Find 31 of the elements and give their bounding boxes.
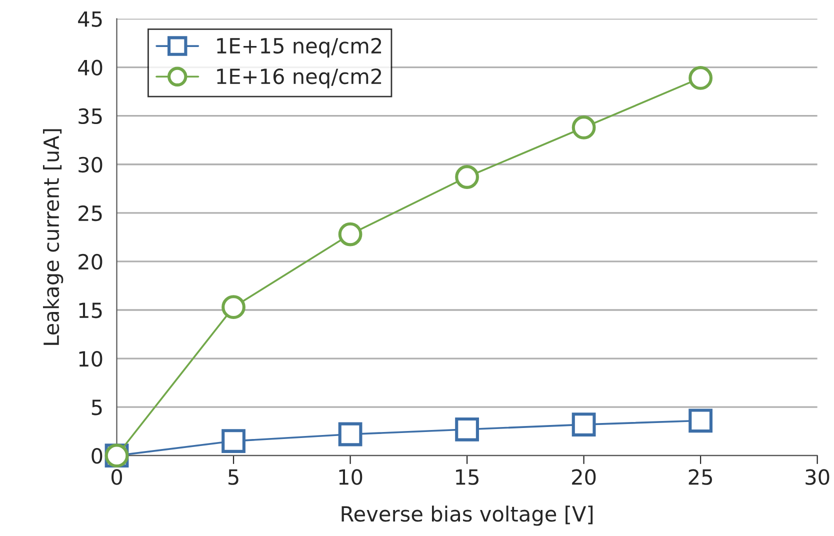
y-tick-label: 5 <box>92 400 102 416</box>
x-tick-label: 15 <box>456 469 478 485</box>
x-tick-label: 30 <box>806 469 830 485</box>
legend-label: 1E+15 neq/cm2 <box>217 38 382 58</box>
point <box>572 116 596 140</box>
y-tick-label: 25 <box>78 205 102 222</box>
x-axis-title: Reverse bias voltage [V] <box>342 506 593 526</box>
y-tick-label: 0 <box>92 448 102 464</box>
y-tick-label: 30 <box>78 156 102 173</box>
legend-label: 1E+16 neq/cm2 <box>217 68 382 88</box>
point <box>688 66 713 90</box>
x-tick-label: 25 <box>688 469 712 485</box>
y-tick-label: 40 <box>78 60 102 76</box>
point <box>338 422 362 446</box>
x-tick-label: 20 <box>572 469 596 485</box>
point <box>222 295 246 320</box>
y-tick-label: 35 <box>78 108 102 124</box>
x-tick-label: 0 <box>112 469 122 485</box>
point <box>222 429 246 453</box>
y-tick-label: 45 <box>78 11 102 27</box>
point <box>688 408 713 433</box>
x-tick-label: 5 <box>228 469 238 485</box>
point <box>572 412 596 436</box>
point <box>338 222 362 246</box>
point <box>455 165 479 189</box>
y-tick-label: 20 <box>78 254 102 270</box>
x-tick-label: 10 <box>339 469 362 485</box>
y-tick-label: 15 <box>79 302 102 318</box>
y-tick-label: 10 <box>79 350 102 367</box>
point <box>455 417 479 442</box>
y-axis-title: Leakage current [uA] <box>43 129 64 345</box>
